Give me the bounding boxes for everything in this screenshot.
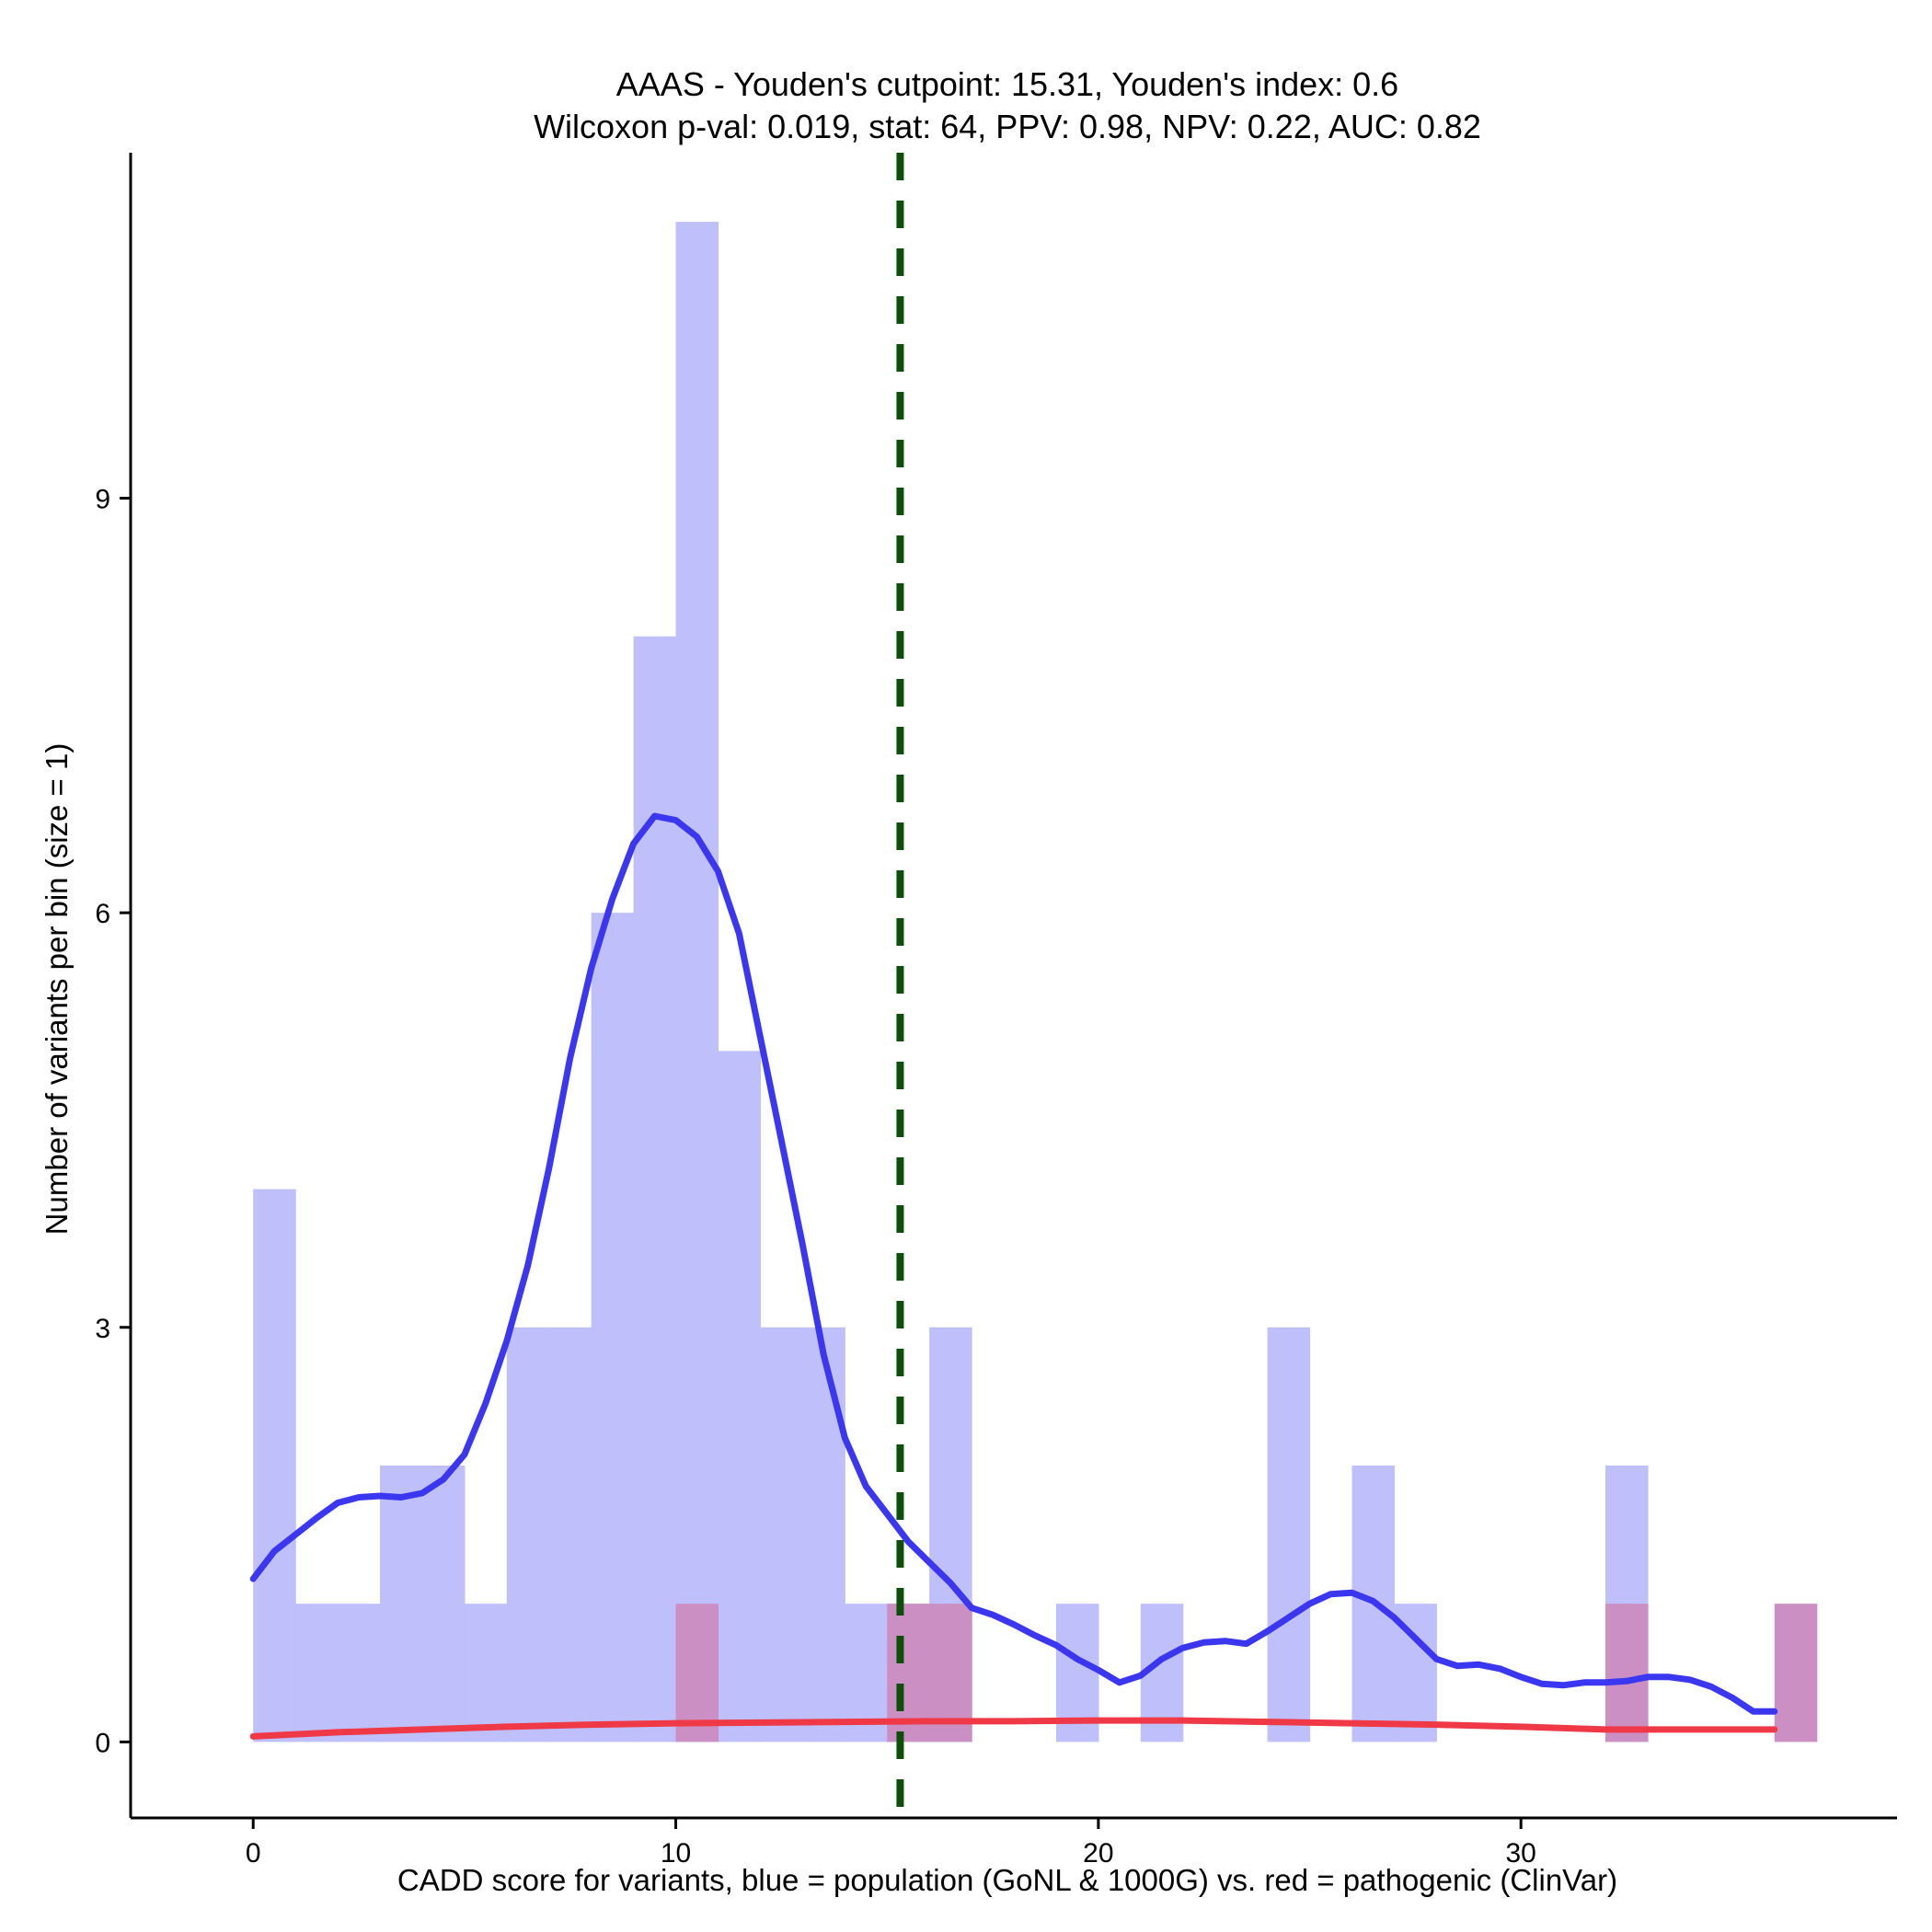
- axes: [129, 153, 1897, 1820]
- x-axis-label: CADD score for variants, blue = populati…: [397, 1863, 1617, 1897]
- population-density-line: [249, 812, 1778, 1715]
- population-bar-2: [338, 1604, 381, 1742]
- population-bar-24: [1267, 1327, 1311, 1742]
- y-axis-label: Number of variants per bin (size = 1): [40, 743, 74, 1236]
- population-bar-8: [591, 913, 635, 1742]
- density-curves: [249, 812, 1778, 1740]
- population-bar-7: [548, 1327, 592, 1742]
- chart-title: AAAS - Youden's cutpoint: 15.31, Youden'…: [616, 65, 1398, 103]
- tick-marks: 0 10 20 30 0 3 6 9: [95, 485, 1536, 1869]
- y-tick-label-0: 0: [95, 1728, 110, 1758]
- population-histogram: [253, 222, 1649, 1742]
- pathogenic-bar-10: [675, 1604, 719, 1742]
- population-bar-1: [295, 1604, 339, 1742]
- population-bar-4: [421, 1465, 466, 1742]
- chart-subtitle: Wilcoxon p-val: 0.019, stat: 64, PPV: 0.…: [534, 108, 1481, 145]
- x-tick-label-10: 10: [661, 1838, 691, 1869]
- x-tick-label-0: 0: [246, 1838, 261, 1869]
- pathogenic-bar-32: [1605, 1604, 1649, 1742]
- population-bar-3: [380, 1465, 423, 1742]
- population-bar-5: [464, 1604, 508, 1742]
- x-tick-label-30: 30: [1506, 1838, 1536, 1869]
- population-bar-10: [675, 222, 719, 1742]
- y-tick-label-9: 9: [95, 485, 110, 515]
- population-bar-12: [760, 1327, 803, 1742]
- population-bar-6: [506, 1327, 550, 1742]
- population-bar-9: [633, 636, 677, 1742]
- population-bar-13: [802, 1327, 845, 1742]
- pathogenic-bar-36: [1774, 1604, 1818, 1742]
- y-tick-label-3: 3: [95, 1314, 110, 1344]
- pathogenic-density-line: [249, 1717, 1778, 1740]
- population-bar-11: [718, 1051, 762, 1742]
- y-tick-label-6: 6: [95, 899, 110, 929]
- x-tick-label-20: 20: [1083, 1838, 1113, 1869]
- population-bar-0: [253, 1189, 296, 1742]
